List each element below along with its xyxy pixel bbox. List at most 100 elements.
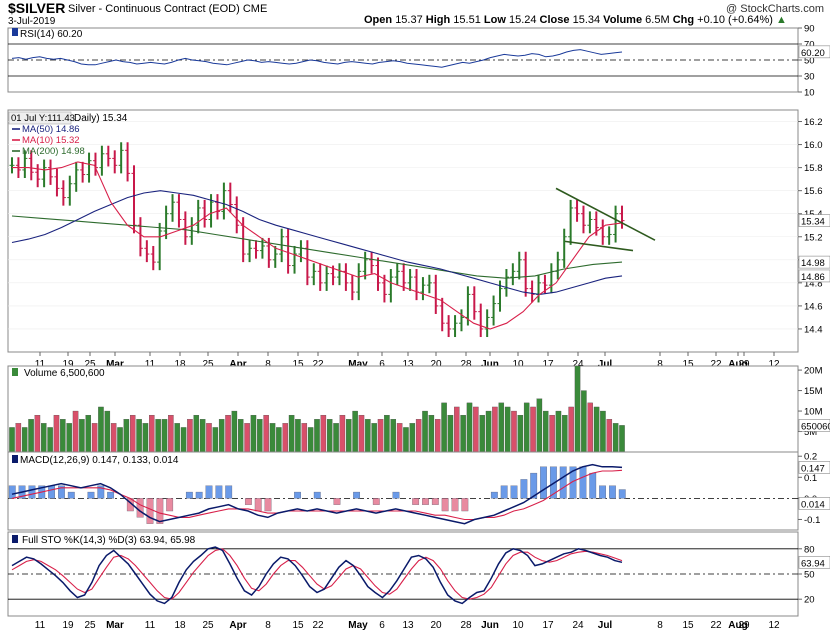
- volume-bar: [110, 423, 117, 453]
- x-tick-label-9: 15: [292, 359, 304, 370]
- rsi-ytick-label-2: 50: [804, 56, 815, 67]
- price-ytick-label-3: 15.6: [804, 186, 823, 197]
- macd-hist-bar: [579, 466, 587, 499]
- x-tick-label-bottom-3: Mar: [106, 620, 124, 631]
- volume-last-label: 6500600: [801, 421, 830, 432]
- volume-bar: [34, 414, 41, 453]
- x-tick-label-19: 24: [572, 359, 584, 370]
- volume-bar: [543, 410, 549, 453]
- chart-date: 3-Jul-2019: [8, 16, 56, 27]
- volume-bar: [504, 406, 511, 453]
- exchange: CME: [242, 3, 268, 15]
- macd-ytick-label-0: 0.2: [804, 452, 817, 463]
- volume-bar: [136, 419, 142, 453]
- volume-bar: [454, 406, 460, 453]
- volume-bar: [28, 419, 34, 453]
- x-tick-label-bottom-5: 18: [174, 620, 186, 631]
- price-ytick-label-1: 16.0: [804, 140, 823, 151]
- macd-hist-bar: [609, 485, 616, 499]
- price-last-1-label: 14.98: [801, 258, 825, 269]
- x-tick-label-bottom-7: Apr: [229, 620, 246, 631]
- volume-bar: [15, 423, 22, 453]
- rsi-last-box: [798, 45, 830, 59]
- volume-bar: [530, 406, 536, 453]
- macd-hist-bar: [195, 491, 203, 499]
- open-label: Open: [364, 14, 393, 26]
- chg-arrow-icon: ▲: [776, 14, 787, 26]
- volume-bar: [441, 402, 447, 453]
- volume-bar: [352, 410, 358, 453]
- macd-last-0-label: 0.147: [801, 463, 825, 474]
- volume-bar: [79, 419, 85, 453]
- volume-bar: [403, 427, 409, 453]
- x-tick-label-bottom-16: Jun: [481, 620, 499, 631]
- volume-bar: [587, 402, 593, 453]
- volume-bar: [72, 410, 79, 453]
- x-tick-label-bottom-24: 29: [738, 620, 750, 631]
- volume-bar: [288, 414, 295, 453]
- volume-bar: [422, 410, 428, 453]
- volume-bar: [237, 419, 244, 453]
- trendline-lower: [564, 240, 634, 252]
- tooltip-box: [8, 111, 72, 125]
- rsi-line: [11, 49, 623, 68]
- macd-hist-bar: [8, 485, 16, 499]
- sto-last-label: 63.94: [801, 558, 825, 569]
- macd-hist-bar: [264, 498, 272, 512]
- low-value: 15.24: [508, 14, 537, 26]
- macd-hist-bar: [520, 479, 528, 499]
- volume-bar: [168, 414, 174, 453]
- x-tick-label-bottom-0: 11: [35, 620, 46, 631]
- stockcharts-watermark: @ StockCharts.com: [726, 3, 824, 15]
- price-ytick-label-9: 14.4: [804, 324, 823, 335]
- macd-ytick-label-3: -0.1: [804, 515, 820, 526]
- x-tick-label-bottom-14: 20: [430, 620, 442, 631]
- rsi-ytick-label-3: 30: [804, 72, 815, 83]
- volume-bar: [517, 414, 524, 453]
- macd-hist-bar: [136, 498, 144, 518]
- x-tick-label-20: Jul: [598, 359, 613, 370]
- x-tick-label-bottom-1: 19: [62, 620, 74, 631]
- ohlc-readout: Open 15.37 High 15.51 Low 15.24 Close 15…: [364, 14, 787, 26]
- volume-bar: [276, 427, 282, 453]
- macd-hist-bar: [530, 472, 538, 499]
- macd-hist-bar: [28, 485, 36, 499]
- volume-bar: [479, 414, 485, 453]
- ma-legend-1: MA(10) 15.32: [22, 135, 80, 146]
- price-ytick-label-0: 16.2: [804, 117, 823, 128]
- volume-bar: [117, 427, 123, 453]
- sto-k-line: [11, 546, 623, 605]
- macd-hist-bar: [146, 498, 154, 524]
- x-tick-label-bottom-8: 8: [265, 620, 271, 631]
- x-tick-label-bottom-11: May: [348, 620, 368, 631]
- close-value: 15.34: [572, 14, 601, 26]
- x-tick-label-bottom-26: 12: [768, 620, 780, 631]
- x-tick-label-0: 11: [35, 359, 46, 370]
- volume-bar: [320, 414, 327, 453]
- volume-bar: [358, 414, 365, 453]
- x-tick-label-bottom-4: 11: [145, 620, 156, 631]
- volume-bar: [9, 427, 15, 453]
- volume-bar: [511, 410, 517, 453]
- tooltip-label: 01 Jul Y:111.43: [11, 113, 75, 124]
- volume-bar: [129, 414, 136, 453]
- volume-bar: [41, 423, 47, 453]
- macd-hist-bar: [48, 485, 56, 499]
- volume-bar: [384, 414, 390, 453]
- volume-bar: [339, 414, 346, 453]
- macd-hist-bar: [372, 498, 380, 505]
- high-value: 15.51: [453, 14, 481, 26]
- volume-bar: [466, 402, 473, 453]
- volume-bar: [371, 423, 377, 453]
- volume-bar: [460, 414, 466, 453]
- macd-hist-bar: [559, 466, 567, 499]
- macd-hist-bar: [294, 491, 301, 499]
- x-tick-label-18: 17: [542, 359, 554, 370]
- ma-legend-2: MA(200) 14.98: [22, 146, 85, 157]
- macd-hist-bar: [490, 491, 498, 499]
- volume-bar: [295, 419, 301, 453]
- macd-hist-bar: [540, 466, 547, 499]
- macd-hist-bar: [412, 498, 420, 505]
- x-tick-label-bottom-25: Aug: [728, 620, 747, 631]
- price-ytick-label-2: 15.8: [804, 163, 823, 174]
